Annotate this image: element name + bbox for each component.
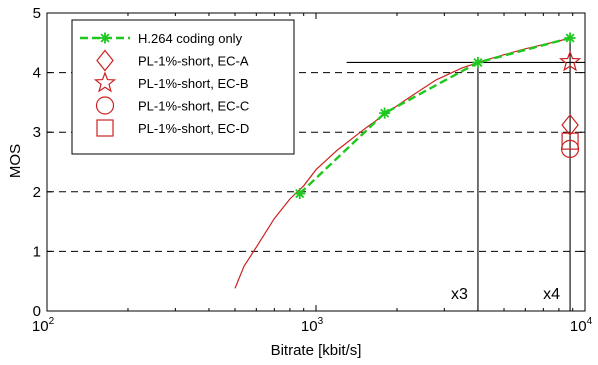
- annotation-label-x4: x4: [543, 286, 560, 303]
- legend-entry: PL-1%-short, EC-D: [96, 119, 249, 137]
- y-tick-label: 4: [33, 65, 41, 82]
- legend-entry: PL-1%-short, EC-B: [93, 71, 249, 93]
- legend: H.264 coding only PL-1%-short, EC-A PL-1%-…: [71, 19, 295, 155]
- data-point: [561, 114, 579, 137]
- data-point: [379, 107, 391, 119]
- x-tick-label: 103: [301, 316, 324, 335]
- legend-label: PL-1%-short, EC-C: [138, 99, 249, 114]
- y-axis-label: MOS: [7, 144, 24, 178]
- legend-box: [71, 19, 295, 155]
- axis-ticks: 0 1 2 3 4 5 102 103 104: [32, 5, 593, 335]
- legend-marker: [96, 119, 114, 137]
- y-tick-label: 1: [33, 243, 41, 260]
- legend-label: PL-1%-short, EC-A: [138, 54, 249, 69]
- legend-label: H.264 coding only: [138, 31, 243, 46]
- data-point: [472, 56, 484, 68]
- annotation-label-x3: x3: [451, 286, 468, 303]
- series-1: [294, 32, 576, 200]
- series-layer: [294, 32, 582, 200]
- legend-marker: [96, 49, 114, 72]
- legend-label: PL-1%-short, EC-D: [138, 121, 249, 136]
- data-point: [561, 132, 579, 150]
- data-point: [558, 50, 582, 72]
- data-point: [564, 32, 576, 44]
- series-2: [561, 114, 579, 137]
- x-tick-label: 102: [32, 316, 55, 335]
- data-point: [294, 188, 306, 200]
- legend-entry: PL-1%-short, EC-C: [95, 96, 249, 115]
- series-3: [558, 50, 582, 72]
- legend-entry: PL-1%-short, EC-A: [96, 49, 249, 72]
- legend-entry: H.264 coding only: [80, 31, 243, 46]
- legend-marker: [99, 32, 111, 44]
- x-axis-label: Bitrate [kbit/s]: [271, 342, 362, 359]
- series-line: [298, 36, 571, 195]
- legend-marker: [95, 96, 115, 115]
- y-tick-label: 0: [33, 303, 41, 320]
- y-tick-label: 5: [33, 5, 41, 22]
- x-tick-label: 104: [570, 316, 593, 335]
- y-tick-label: 2: [33, 184, 41, 201]
- annotation-lines: x3 x4: [346, 38, 585, 311]
- legend-label: PL-1%-short, EC-B: [138, 76, 249, 91]
- series-5: [561, 132, 579, 150]
- y-tick-label: 3: [33, 124, 41, 141]
- legend-marker: [93, 71, 117, 93]
